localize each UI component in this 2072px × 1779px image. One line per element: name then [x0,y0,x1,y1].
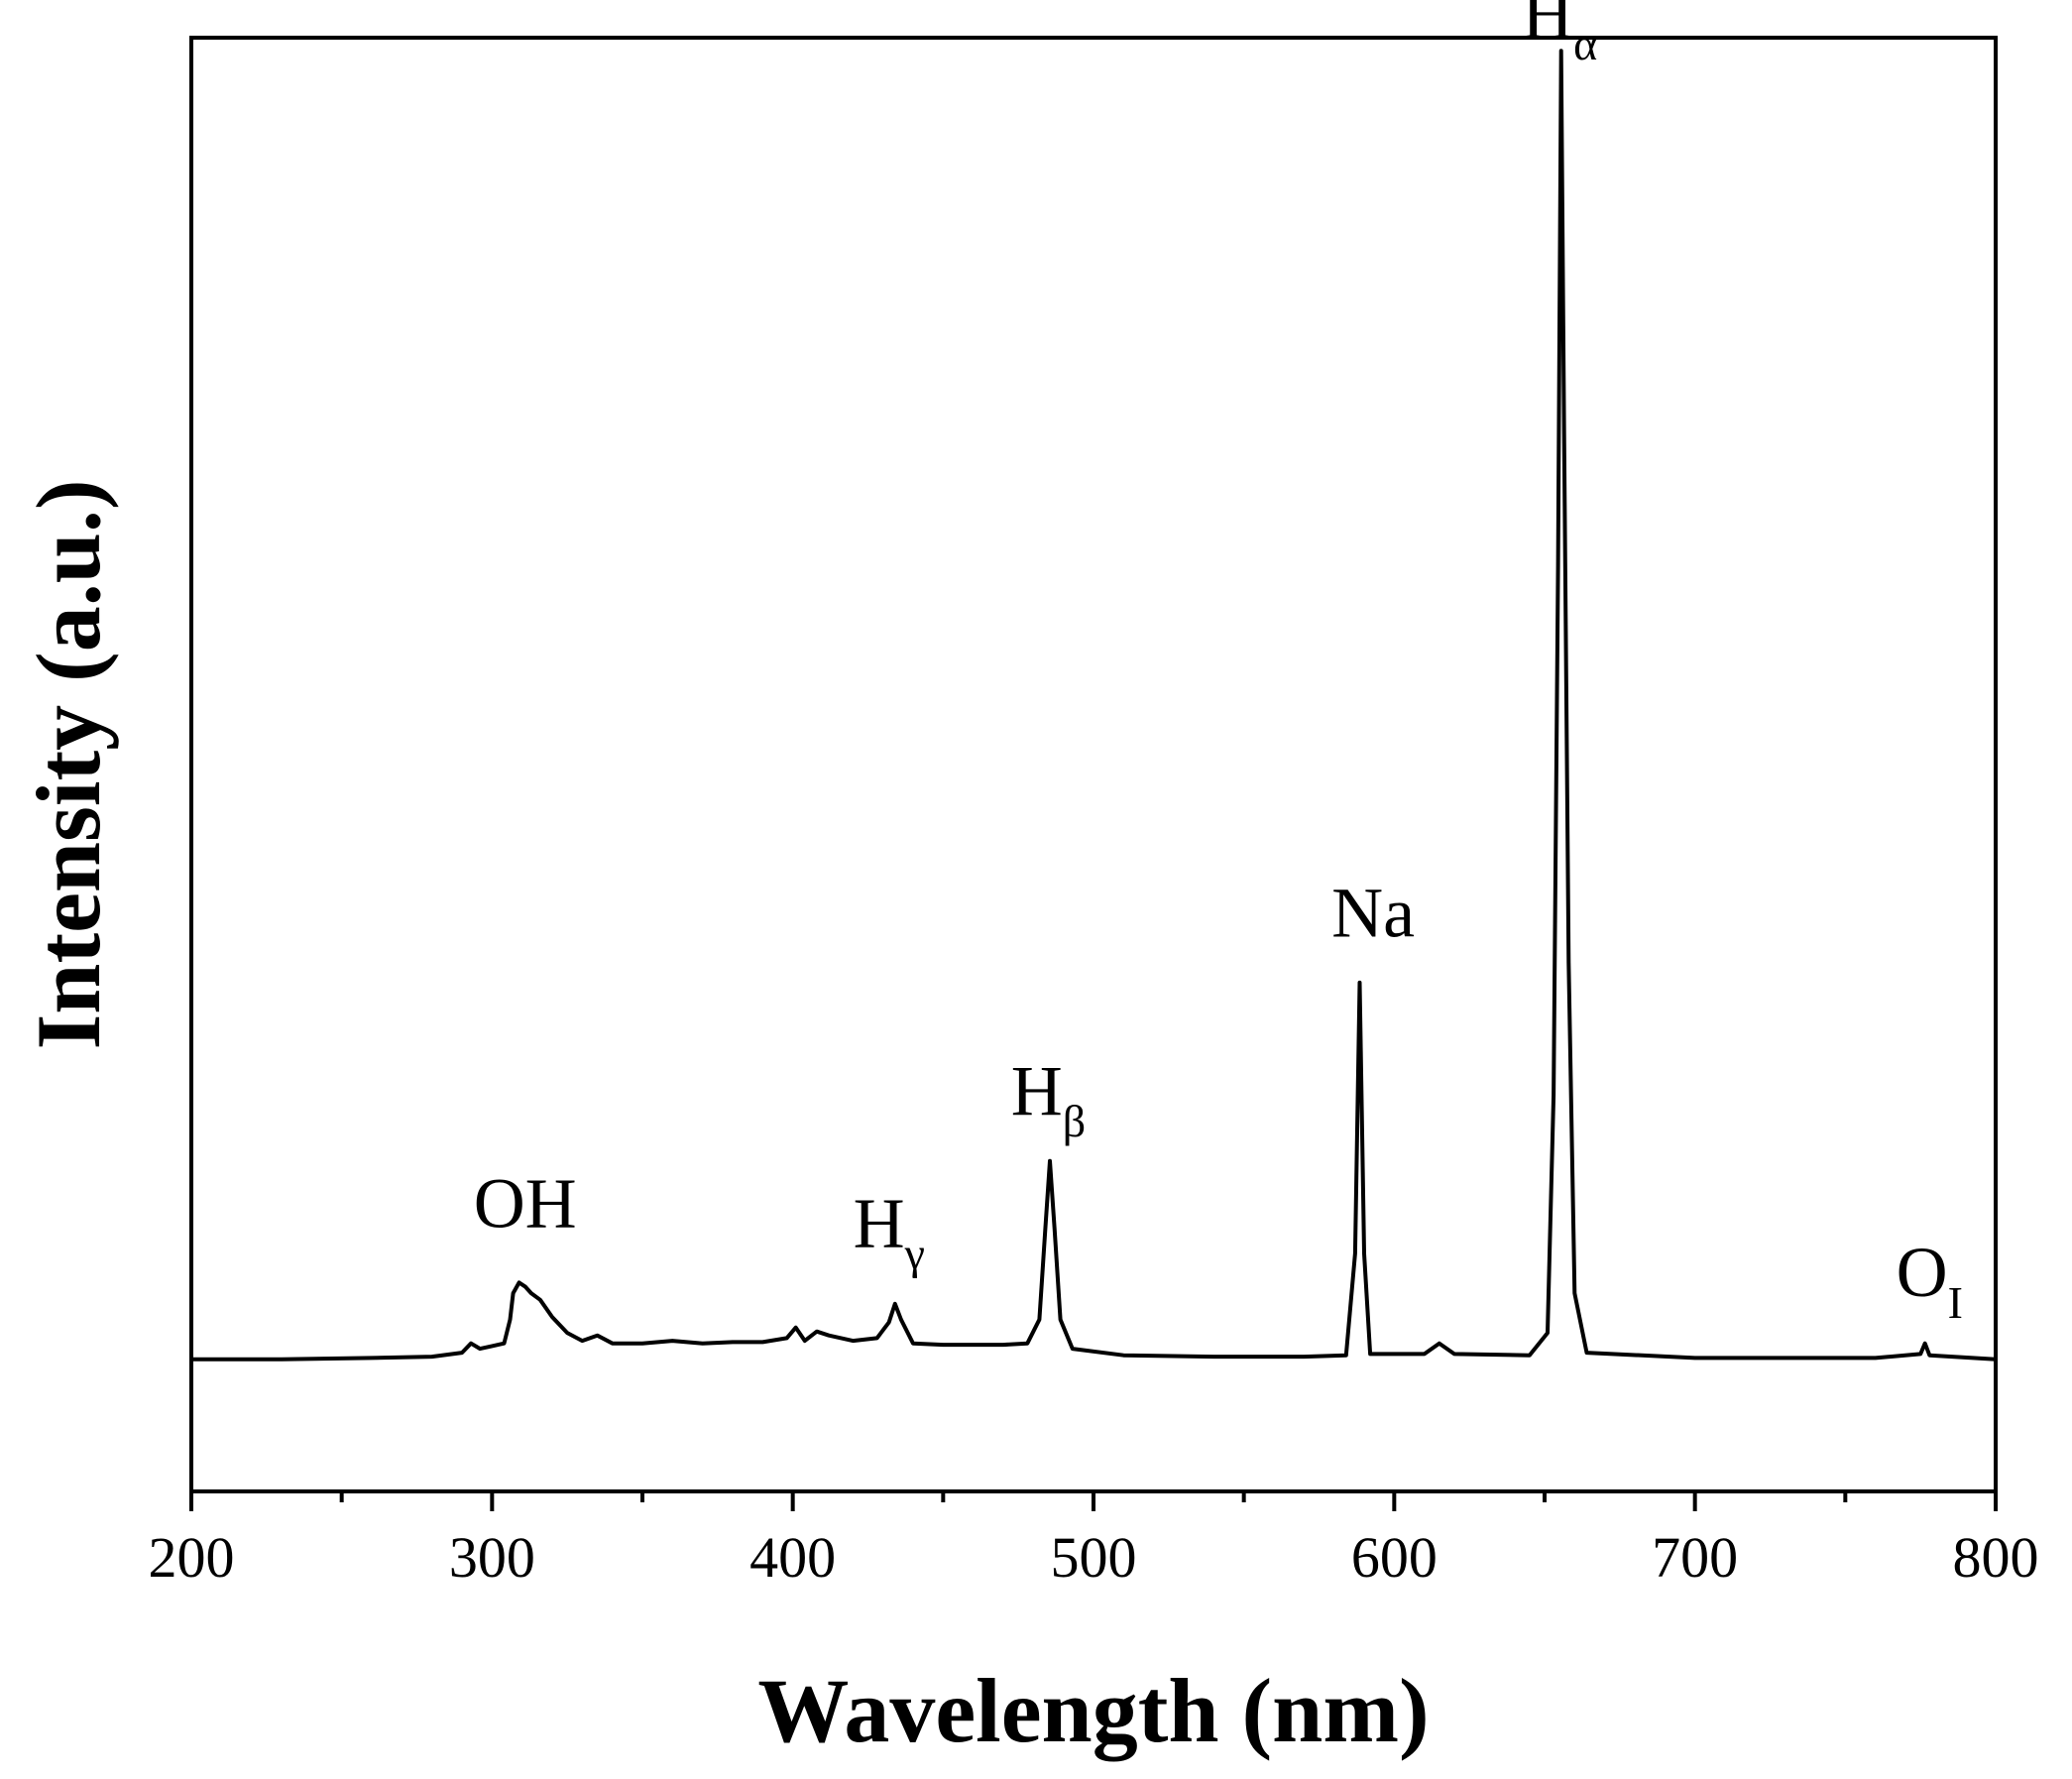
x-axis-ticks [189,1491,1998,1511]
peak-label: Hβ [1011,1051,1086,1146]
x-axis-title: Wavelength (nm) [757,1660,1429,1761]
y-axis-title: Intensity (a.u.) [18,479,119,1049]
peak-label: Na [1331,873,1415,952]
peak-label: Hγ [854,1183,925,1278]
plot-frame [189,36,1998,1493]
x-tick-label: 600 [1351,1525,1438,1590]
x-axis-tick-labels: 200 300 400 500 600 700 800 [149,1525,2039,1590]
x-tick-label: 300 [449,1525,535,1590]
peak-label: Hα [1522,0,1597,69]
spectrum-line [191,49,1997,1362]
x-tick-label: 700 [1652,1525,1738,1590]
peak-annotations: OH Hγ Hβ Na Hα OI [474,0,1963,1328]
x-tick-label: 200 [149,1525,235,1590]
peak-label: OI [1897,1233,1963,1328]
x-tick-label: 400 [749,1525,836,1590]
x-tick-label: 800 [1953,1525,2039,1590]
peak-label: OH [474,1163,577,1243]
x-tick-label: 500 [1051,1525,1137,1590]
